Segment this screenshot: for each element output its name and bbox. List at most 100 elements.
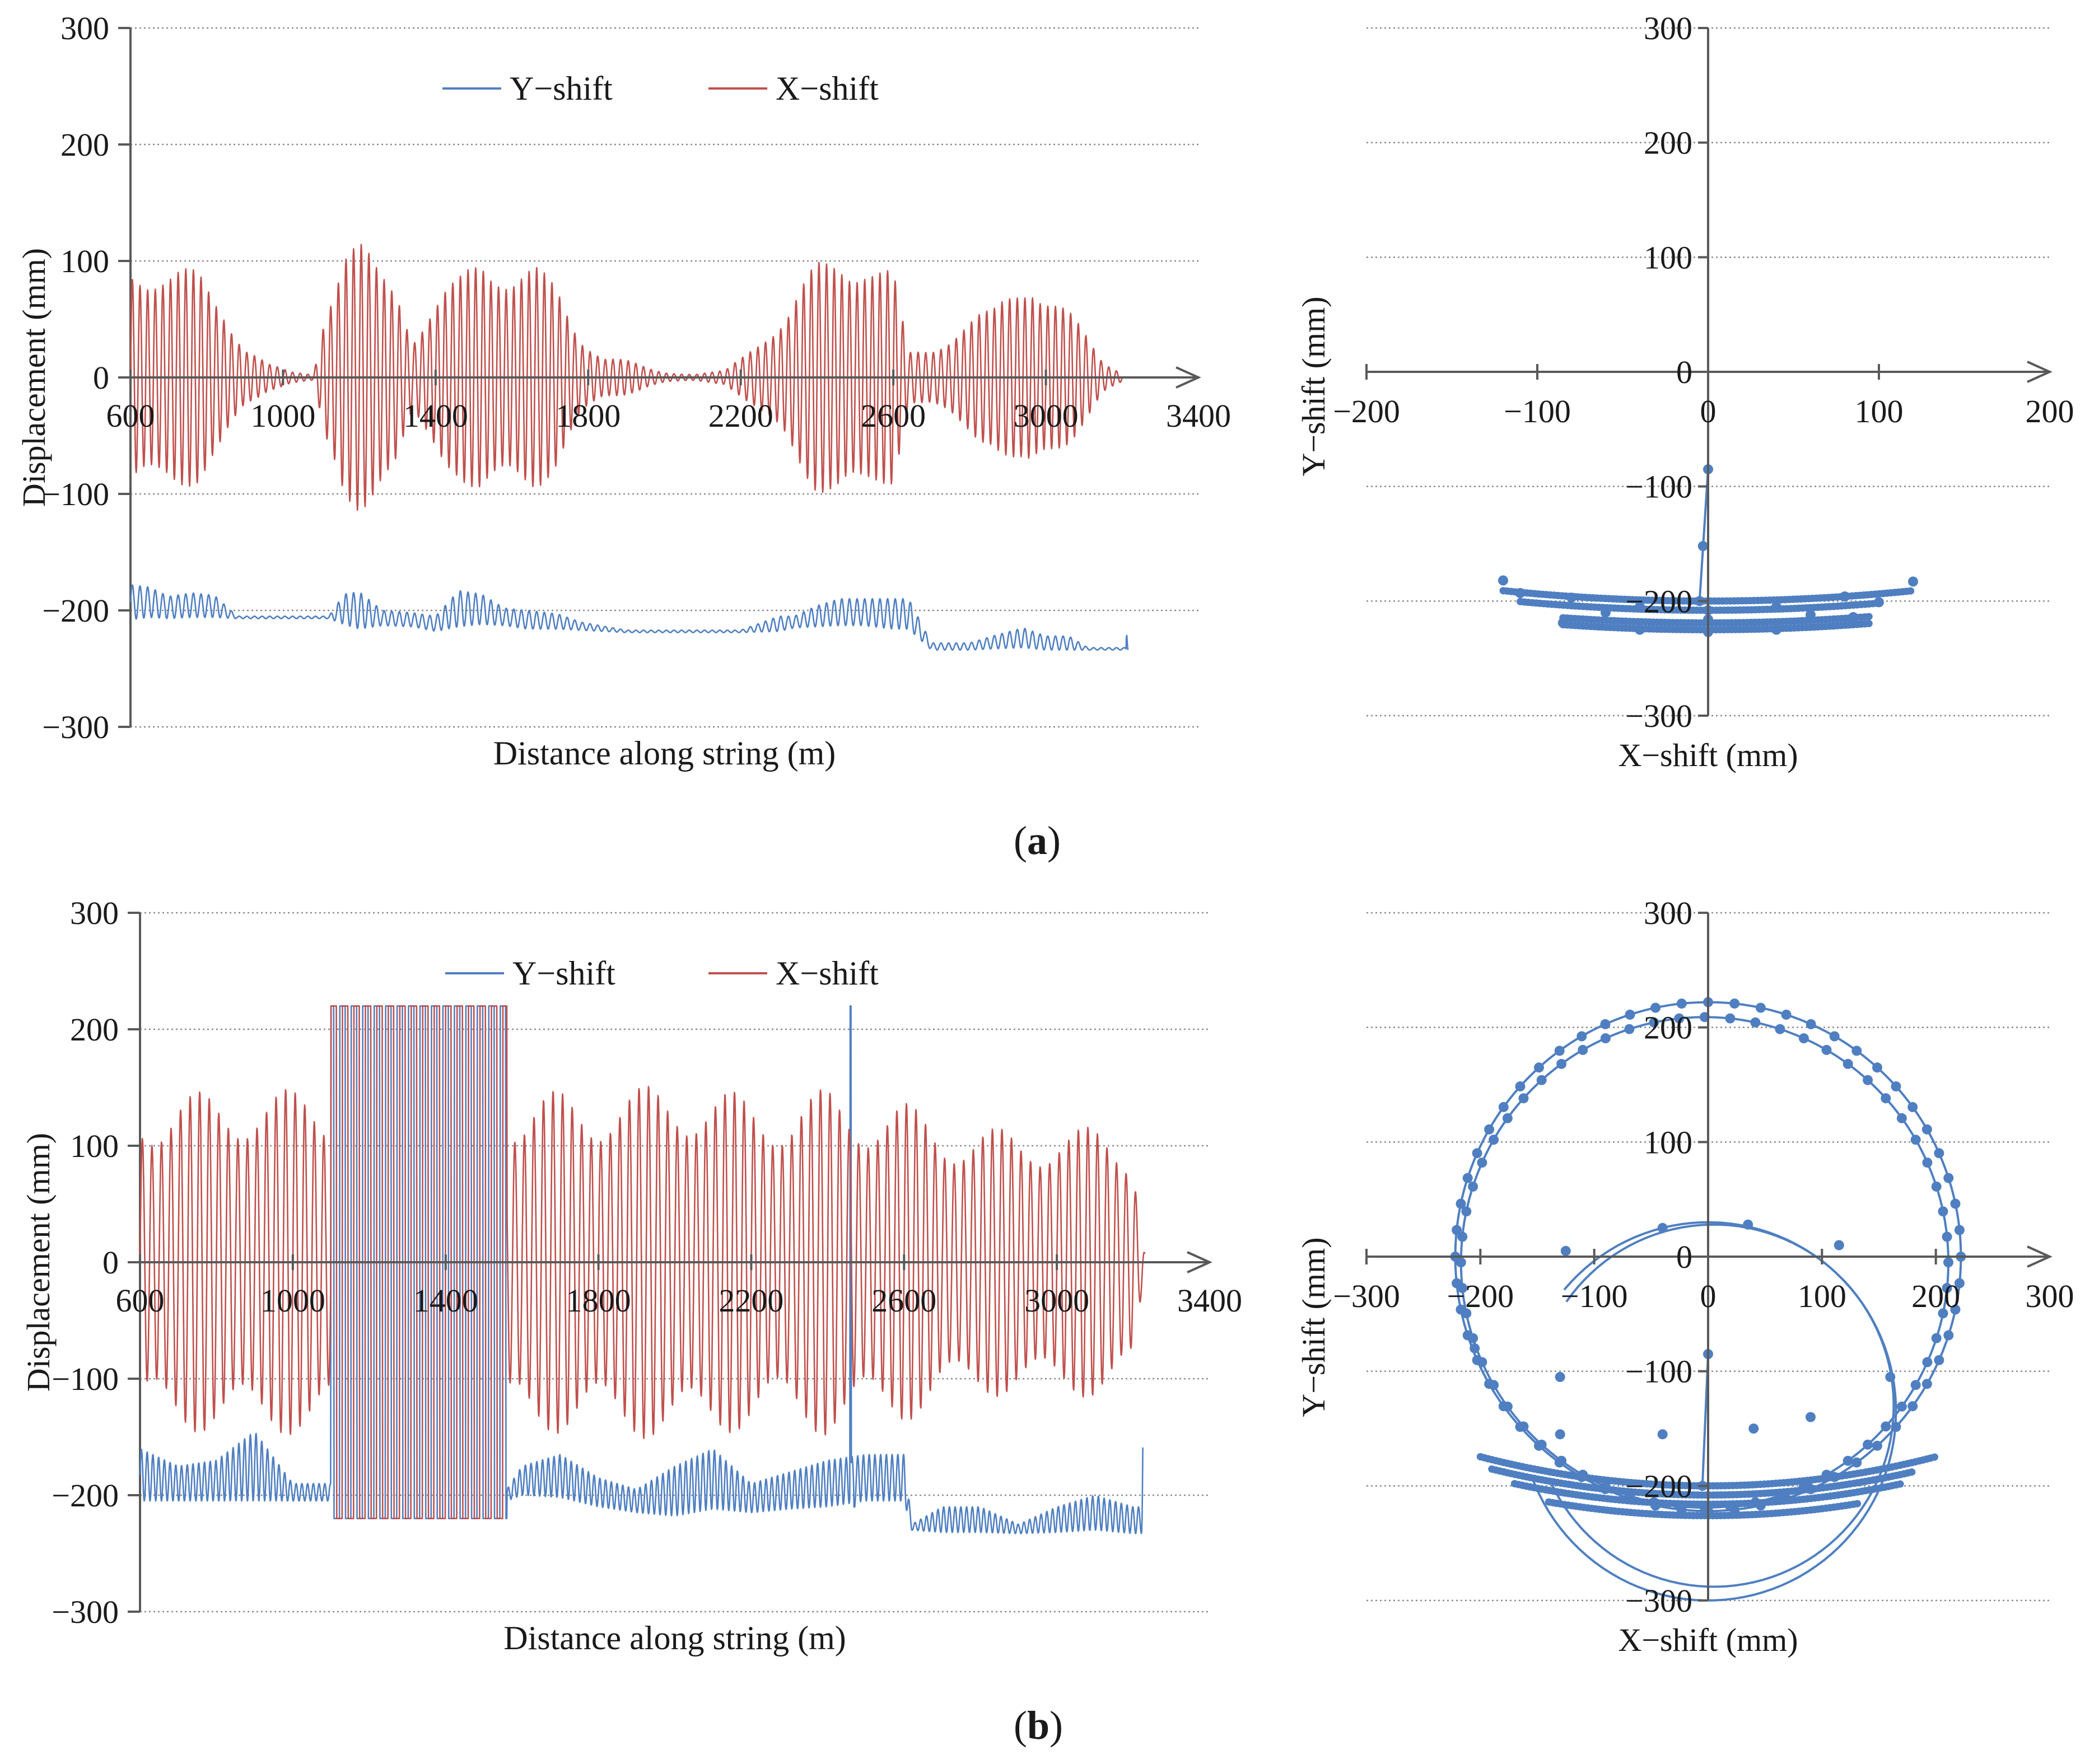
x-tick-label: −200 <box>1447 1278 1514 1314</box>
x-tick-label: −100 <box>1561 1278 1628 1314</box>
y-tick-label: −100 <box>1625 469 1692 505</box>
data-point <box>1600 1019 1611 1029</box>
data-point <box>1781 1009 1792 1020</box>
x-axis-label: X−shift (mm) <box>1618 1622 1798 1658</box>
x-tick-label: −100 <box>1504 393 1571 430</box>
y-tick-label: 300 <box>1644 895 1692 931</box>
data-point <box>1515 588 1526 598</box>
y-tick-label: 100 <box>1644 1124 1692 1160</box>
x-tick-label: 2200 <box>708 398 773 434</box>
data-point <box>1555 1429 1565 1440</box>
data-point <box>1729 998 1740 1009</box>
data-point <box>1942 1231 1952 1242</box>
y-tick-label: −300 <box>52 1594 119 1630</box>
data-point <box>1461 1308 1472 1319</box>
x-tick-label: 1400 <box>413 1282 478 1319</box>
data-point <box>1843 1058 1853 1069</box>
data-point <box>1891 1081 1901 1091</box>
x-tick-label: 100 <box>1798 1278 1846 1314</box>
data-point <box>1624 1024 1635 1034</box>
x-tick-label: 3000 <box>1014 398 1079 434</box>
x-tick-label: 100 <box>1855 393 1904 430</box>
data-point <box>1477 1357 1487 1368</box>
data-point <box>1566 592 1576 603</box>
data-point <box>1806 1412 1816 1422</box>
locus-inner-line <box>1550 1223 1895 1588</box>
data-point <box>1755 1002 1766 1013</box>
y-tick-label: −200 <box>52 1477 119 1514</box>
x-tick-label: 200 <box>2026 393 2074 430</box>
y-tick-label: 200 <box>60 127 109 163</box>
locus-line <box>1548 1500 1861 1517</box>
data-point <box>1931 1181 1942 1192</box>
data-point <box>1518 1093 1529 1104</box>
data-point <box>1934 1355 1944 1365</box>
x-axis-label: Distance along string (m) <box>493 735 836 772</box>
data-point <box>1908 576 1918 587</box>
x-tick-label: −300 <box>1333 1278 1400 1314</box>
y-tick-label: −300 <box>42 709 109 745</box>
data-point <box>1907 1102 1918 1112</box>
data-point <box>1534 1062 1544 1073</box>
data-point <box>1657 1429 1668 1440</box>
data-point <box>1848 612 1859 622</box>
data-point <box>1881 1421 1891 1432</box>
x-axis-arrow <box>2027 1245 2053 1268</box>
series-line-y-shift <box>129 584 1129 651</box>
x-tick-label: 3400 <box>1166 398 1231 434</box>
legend-label: X−shift <box>776 955 879 992</box>
data-point <box>1954 1278 1965 1289</box>
data-point <box>1649 1497 1659 1508</box>
data-point <box>1872 1062 1882 1073</box>
data-point <box>1934 1148 1944 1159</box>
legend-label: Y−shift <box>512 955 615 992</box>
y-tick-label: 0 <box>102 1244 119 1281</box>
data-point <box>1775 1024 1785 1034</box>
y-tick-label: 100 <box>60 243 109 279</box>
data-point <box>1750 1017 1761 1028</box>
data-point <box>1498 575 1508 586</box>
y-tick-label: 200 <box>1644 125 1692 161</box>
data-point <box>1725 1013 1736 1024</box>
data-point <box>1954 1225 1965 1235</box>
data-point <box>1821 1469 1832 1480</box>
data-point <box>1950 1304 1961 1315</box>
x-tick-label: 2600 <box>861 398 926 434</box>
x-axis-arrow <box>1187 1251 1212 1273</box>
data-point <box>1743 1219 1753 1230</box>
data-point <box>1910 1380 1921 1390</box>
data-point <box>1625 1009 1635 1020</box>
data-point <box>1943 1173 1954 1183</box>
data-point <box>1942 1283 1952 1293</box>
x-axis-label: Distance along string (m) <box>503 1620 846 1656</box>
chart-b-scatter: −300 −200 −100 0 100 200 300 −300 −200 −100 0 100 20… <box>1295 895 2074 1658</box>
data-point <box>1674 1501 1685 1511</box>
data-point <box>1600 1481 1611 1492</box>
y-tick-label: 300 <box>70 895 119 931</box>
data-point <box>1881 1093 1891 1104</box>
data-point <box>1851 1046 1862 1056</box>
panel-label-b: (b) <box>1014 1703 1064 1748</box>
x-tick-label: 0 <box>1700 1278 1716 1314</box>
panel-label-a: (a) <box>1014 818 1061 863</box>
data-point <box>1725 1501 1736 1511</box>
x-tick-label: 600 <box>116 1282 165 1319</box>
data-point <box>1560 1245 1571 1256</box>
data-point <box>1885 1371 1896 1382</box>
data-point <box>1938 1308 1948 1319</box>
data-point <box>1472 1148 1482 1159</box>
data-point <box>1635 601 1645 612</box>
y-tick-label: 100 <box>70 1128 119 1164</box>
x-axis-label: X−shift (mm) <box>1618 737 1798 773</box>
locus-line <box>1562 622 1871 631</box>
data-point <box>1896 1113 1907 1123</box>
y-tick-label: 300 <box>60 10 109 46</box>
data-point <box>1457 1283 1468 1293</box>
x-tick-label: 0 <box>1700 393 1716 430</box>
y-tick-label: 0 <box>1676 1239 1692 1275</box>
data-point <box>1950 1198 1961 1209</box>
data-point <box>1635 624 1645 635</box>
y-tick-label: −300 <box>1625 1583 1692 1619</box>
data-point <box>1457 1231 1468 1242</box>
data-point <box>1462 1173 1473 1183</box>
